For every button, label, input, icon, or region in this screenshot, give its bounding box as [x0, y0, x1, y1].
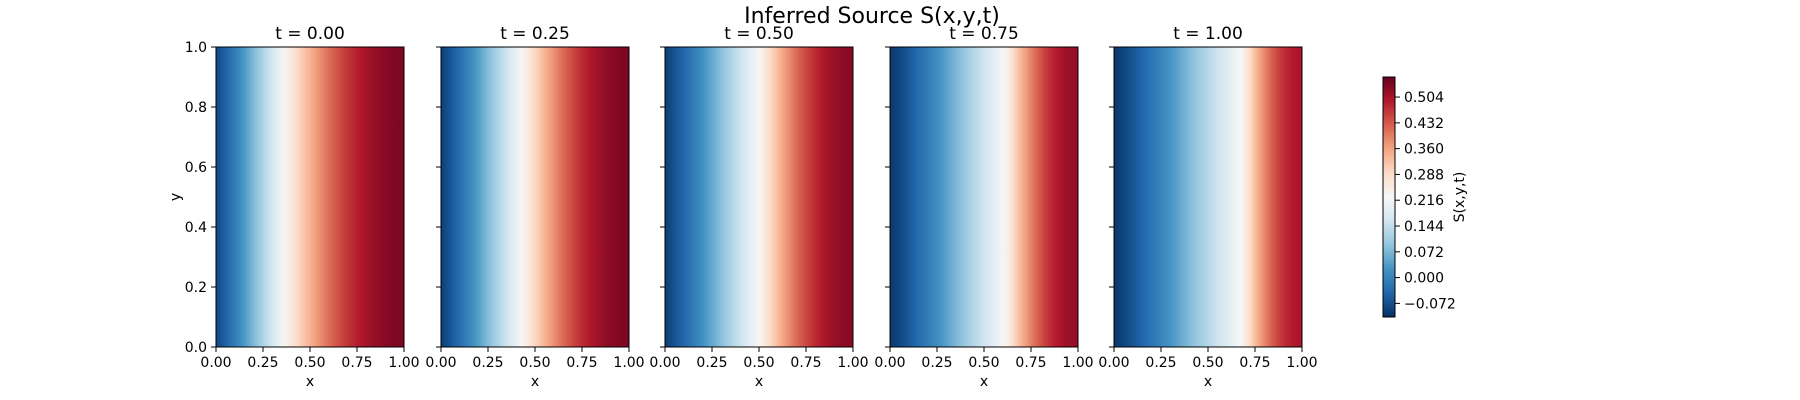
- panel-group: t = 0.00 0.00 0.25 0.50 0.75 1.00 x 0.0 0.2 0.4 0.…: [168, 24, 1318, 390]
- x-axis-label-2: x: [755, 374, 763, 390]
- colorbar-tick-label-5: 0.288: [1404, 167, 1444, 183]
- x-tick-label-0-3: 0.75: [341, 355, 372, 371]
- panel-title-4: t = 1.00: [1173, 24, 1243, 44]
- x-tick-label-0-4: 1.00: [388, 355, 419, 371]
- y-tick-label-1: 0.2: [185, 280, 207, 296]
- colorbar-tick-label-6: 0.360: [1404, 142, 1444, 158]
- heatmap-field-2: [665, 47, 853, 347]
- x-tick-label-4-2: 0.50: [1192, 355, 1223, 371]
- x-axis-label-0: x: [306, 374, 314, 390]
- x-tick-label-0-0: 0.00: [200, 355, 231, 371]
- y-tick-label-0: 0.0: [185, 340, 207, 356]
- x-tick-label-3-1: 0.25: [921, 355, 952, 371]
- x-axis-label-3: x: [980, 374, 988, 390]
- heatmap-field-0: [216, 47, 404, 347]
- panel-0: t = 0.00 0.00 0.25 0.50 0.75 1.00 x 0.0 0.2 0.4 0.…: [168, 24, 420, 390]
- panel-3: t = 0.75 0.00 0.25 0.50 0.75 1.00 x: [874, 24, 1093, 390]
- x-tick-label-2-0: 0.00: [649, 355, 680, 371]
- y-tick-label-2: 0.4: [185, 220, 207, 236]
- x-tick-label-1-2: 0.50: [519, 355, 550, 371]
- x-tick-label-1-3: 0.75: [566, 355, 597, 371]
- heatmap-field-3: [890, 47, 1078, 347]
- x-axis-label-4: x: [1204, 374, 1212, 390]
- colorbar-tick-label-3: 0.144: [1404, 219, 1444, 235]
- x-tick-label-0-2: 0.50: [294, 355, 325, 371]
- x-tick-label-2-2: 0.50: [743, 355, 774, 371]
- panel-title-2: t = 0.50: [724, 24, 794, 44]
- colorbar-tick-label-7: 0.432: [1404, 116, 1444, 132]
- x-tick-label-0-1: 0.25: [247, 355, 278, 371]
- x-tick-label-4-1: 0.25: [1145, 355, 1176, 371]
- colorbar: −0.072 0.000 0.072 0.144 0.216 0.288 0.360 0.43…: [1382, 76, 1468, 318]
- colorbar-tick-label-1: 0.000: [1404, 271, 1444, 287]
- colorbar-label: S(x,y,t): [1452, 172, 1468, 223]
- colorbar-scale: [1382, 76, 1396, 318]
- x-tick-label-3-0: 0.00: [874, 355, 905, 371]
- x-tick-label-1-1: 0.25: [472, 355, 503, 371]
- panel-title-1: t = 0.25: [500, 24, 570, 44]
- x-axis-label-1: x: [531, 374, 539, 390]
- heatmap-field-1: [441, 47, 629, 347]
- colorbar-tick-label-0: −0.072: [1404, 296, 1456, 312]
- y-axis-label: y: [168, 193, 184, 201]
- panel-1: t = 0.25 0.00 0.25 0.50 0.75 1.00 x: [425, 24, 644, 390]
- panel-4: t = 1.00 0.00 0.25 0.50 0.75 1.00 x: [1098, 24, 1317, 390]
- chart-title: Inferred Source S(x,y,t): [744, 4, 1000, 29]
- panel-title-3: t = 0.75: [949, 24, 1019, 44]
- panel-2: t = 0.50 0.00 0.25 0.50 0.75 1.00 x: [649, 24, 868, 390]
- colorbar-tick-label-4: 0.216: [1404, 193, 1444, 209]
- panel-title-0: t = 0.00: [275, 24, 345, 44]
- x-tick-label-2-1: 0.25: [696, 355, 727, 371]
- x-tick-label-4-0: 0.00: [1098, 355, 1129, 371]
- y-tick-label-3: 0.6: [185, 160, 207, 176]
- x-tick-label-3-2: 0.50: [968, 355, 999, 371]
- x-tick-label-4-3: 0.75: [1239, 355, 1270, 371]
- heatmap-field-4: [1114, 47, 1302, 347]
- x-tick-label-2-3: 0.75: [790, 355, 821, 371]
- x-tick-label-1-4: 1.00: [613, 355, 644, 371]
- x-tick-label-3-3: 0.75: [1015, 355, 1046, 371]
- x-tick-label-2-4: 1.00: [837, 355, 868, 371]
- colorbar-tick-label-2: 0.072: [1404, 245, 1444, 261]
- y-tick-label-5: 1.0: [185, 40, 207, 56]
- colorbar-tick-label-8: 0.504: [1404, 90, 1444, 106]
- y-tick-label-4: 0.8: [185, 100, 207, 116]
- x-tick-label-4-4: 1.00: [1286, 355, 1317, 371]
- x-tick-label-1-0: 0.00: [425, 355, 456, 371]
- x-tick-label-3-4: 1.00: [1062, 355, 1093, 371]
